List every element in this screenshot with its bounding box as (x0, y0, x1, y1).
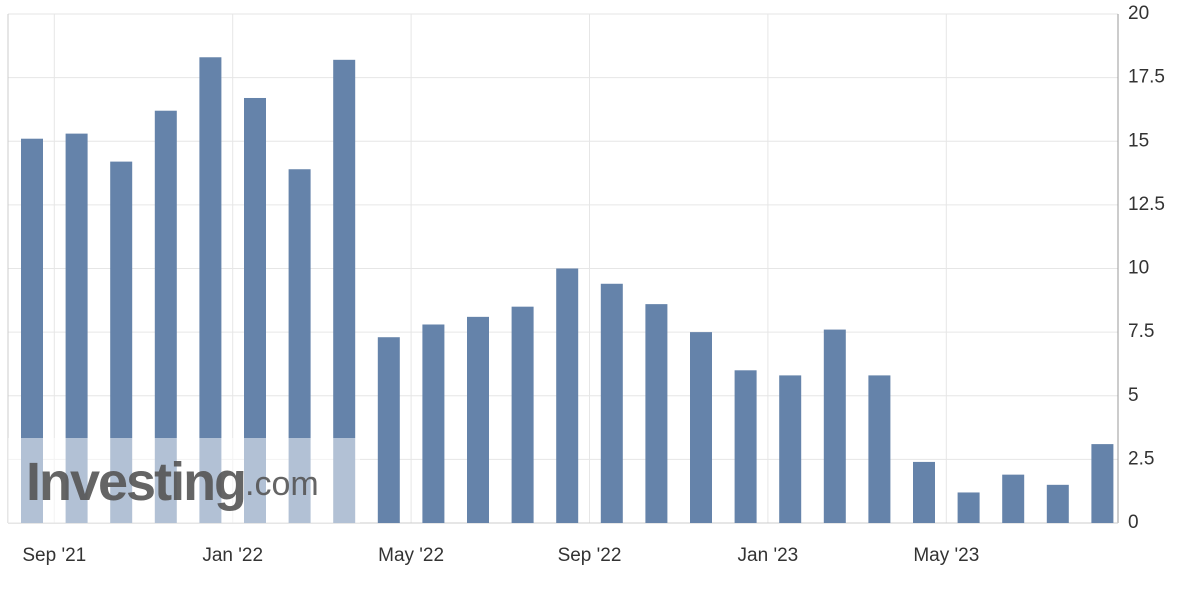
y-tick-label: 2.5 (1128, 448, 1154, 469)
bar (244, 97, 266, 524)
bar (734, 370, 757, 523)
x-tick-label: Sep '22 (558, 545, 622, 566)
bar (154, 110, 177, 524)
y-tick-label: 7.5 (1128, 321, 1154, 342)
watermark-main: Investing (26, 452, 245, 512)
y-tick-label: 5 (1128, 385, 1139, 406)
bar (288, 169, 311, 523)
y-tick-label: 0 (1128, 512, 1139, 533)
y-tick-label: 15 (1128, 130, 1149, 151)
bar (779, 375, 802, 523)
bar (645, 304, 668, 523)
bar (65, 133, 88, 524)
bar (377, 337, 400, 523)
x-tick-label: Sep '21 (22, 545, 86, 566)
y-tick-label: 10 (1128, 258, 1149, 279)
watermark-backdrop (8, 438, 360, 523)
bar (110, 161, 133, 524)
watermark-suffix: .com (245, 465, 319, 503)
bar (823, 329, 846, 523)
bar (1046, 484, 1069, 523)
bar (957, 492, 980, 523)
bar (556, 268, 579, 523)
bar (511, 306, 534, 523)
bar (21, 138, 43, 523)
bar (1091, 444, 1114, 523)
x-tick-label: Jan '23 (738, 545, 799, 566)
x-tick-label: Jan '22 (202, 545, 263, 566)
bar (333, 59, 356, 524)
bar (467, 316, 489, 523)
bar (1002, 474, 1025, 523)
bar (600, 283, 623, 523)
bar (868, 375, 891, 523)
bar (690, 332, 712, 523)
y-tick-label: 12.5 (1128, 194, 1165, 215)
y-tick-label: 17.5 (1128, 67, 1165, 88)
bar (199, 57, 222, 523)
y-tick-label: 20 (1128, 3, 1149, 24)
x-tick-label: May '22 (378, 545, 444, 566)
x-tick-label: May '23 (913, 545, 979, 566)
bar (913, 461, 935, 523)
bar (422, 324, 445, 523)
watermark: Investing.com (26, 452, 319, 512)
